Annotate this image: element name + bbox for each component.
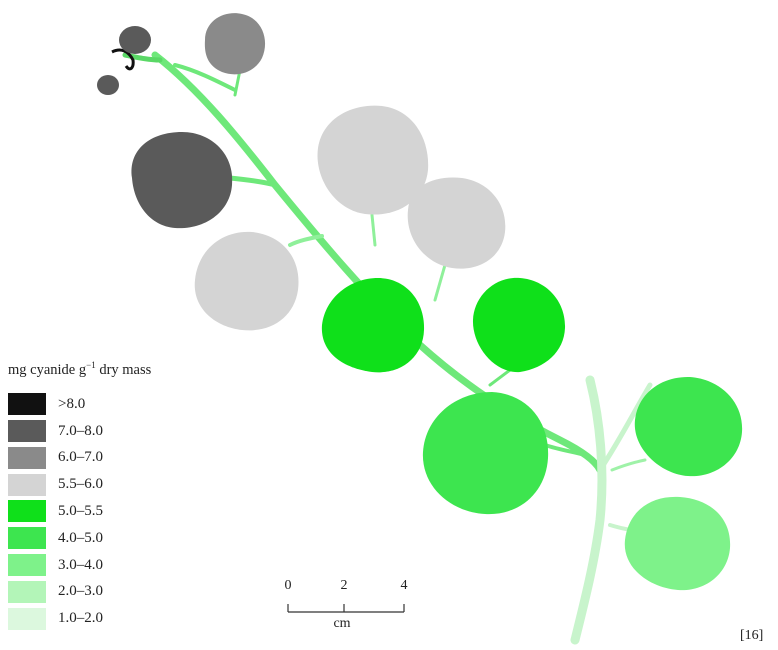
- legend-label: >8.0: [58, 395, 86, 412]
- legend: mg cyanide g−1 dry mass >8.0 7.0–8.0 6.0–7…: [8, 360, 228, 632]
- legend-swatch: [8, 446, 46, 469]
- legend-label: 3.0–4.0: [58, 556, 103, 573]
- leaf-light-upper: [317, 105, 429, 215]
- scale-unit: cm: [333, 616, 351, 631]
- petiole-gray-top: [233, 68, 242, 97]
- leaf-green-mid-left: [422, 392, 549, 515]
- bud-bottom: [97, 75, 119, 95]
- side-shoot: [570, 375, 607, 645]
- petiole-mid-right: [610, 458, 647, 472]
- legend-item: 4.0–5.0: [8, 525, 228, 552]
- petiole-light-left: [288, 234, 324, 247]
- scale-bar: 0 2 4 cm: [280, 578, 420, 638]
- legend-swatch: [8, 527, 46, 550]
- leaf-green-mid-right: [634, 376, 743, 477]
- legend-label: 2.0–3.0: [58, 583, 103, 600]
- bud-stem: [111, 48, 135, 71]
- legend-label: 1.0–2.0: [58, 610, 103, 627]
- leaves: [131, 13, 743, 591]
- leaf-green-bright-left: [321, 278, 425, 373]
- legend-label: 5.5–6.0: [58, 476, 103, 493]
- legend-item: 6.0–7.0: [8, 444, 228, 471]
- legend-swatch: [8, 393, 46, 416]
- legend-swatch: [8, 500, 46, 523]
- scale-tick-0: 0: [284, 578, 292, 593]
- scale-tick-2: 2: [340, 578, 348, 593]
- leaf-light-left: [194, 231, 299, 331]
- legend-swatch: [8, 420, 46, 443]
- legend-title-main: mg cyanide g: [8, 361, 87, 378]
- citation-label: [16]: [740, 628, 764, 643]
- legend-swatch: [8, 580, 46, 603]
- leaf-gray-top: [204, 13, 266, 75]
- apical-buds: [97, 26, 151, 95]
- petiole-mid-left: [543, 443, 587, 457]
- scale-tick-4: 4: [400, 578, 408, 593]
- legend-swatch: [8, 554, 46, 576]
- petiole-green-right: [488, 368, 512, 387]
- legend-label: 7.0–8.0: [58, 422, 103, 439]
- scale-line: [287, 604, 405, 613]
- stem-upper-branch: [173, 63, 237, 92]
- leaf-green-bright-right: [472, 277, 566, 373]
- legend-label: 6.0–7.0: [58, 449, 103, 466]
- petiole-light-right: [433, 263, 447, 302]
- leaf-light-mid: [407, 177, 506, 269]
- legend-title-superscript: −1: [86, 360, 96, 370]
- leaf-pale-green-right: [624, 496, 731, 591]
- legend-title: mg cyanide g−1 dry mass: [8, 360, 228, 379]
- legend-item: 3.0–4.0: [8, 552, 228, 579]
- legend-title-tail: dry mass: [95, 361, 152, 378]
- petiole-dark-left: [227, 175, 278, 188]
- legend-item: 5.5–6.0: [8, 471, 228, 498]
- legend-item: 5.0–5.5: [8, 498, 228, 525]
- side-shoot-branch: [597, 382, 653, 473]
- legend-item: 2.0–3.0: [8, 578, 228, 605]
- legend-swatch: [8, 607, 46, 630]
- leaf-dark-left: [131, 132, 233, 229]
- petiole-light-center: [370, 213, 377, 247]
- legend-rows: >8.0 7.0–8.0 6.0–7.0 5.5–6.0 5.0–5.5 4.0–5.0 3…: [8, 391, 228, 632]
- legend-item: >8.0: [8, 391, 228, 418]
- legend-swatch: [8, 473, 46, 496]
- legend-item: 1.0–2.0: [8, 605, 228, 632]
- legend-label: 4.0–5.0: [58, 529, 103, 546]
- legend-item: 7.0–8.0: [8, 418, 228, 445]
- legend-label: 5.0–5.5: [58, 502, 103, 519]
- bud-top: [119, 26, 151, 54]
